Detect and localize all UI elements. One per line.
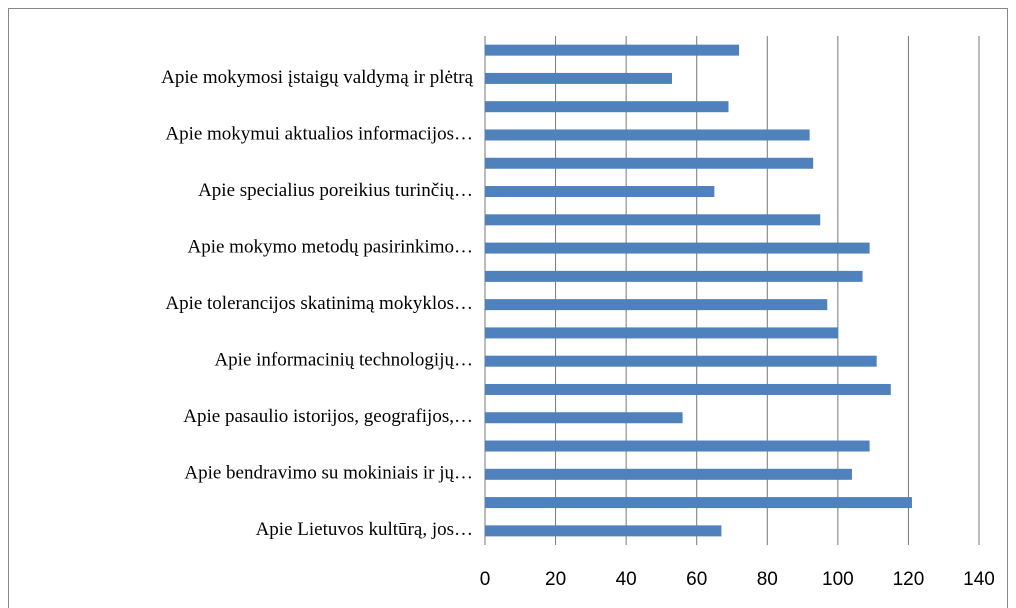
- x-tick-label: 40: [616, 569, 637, 590]
- x-tick-label: 0: [480, 569, 491, 590]
- bar: [485, 497, 912, 509]
- bar: [485, 440, 870, 452]
- bar: [485, 101, 729, 113]
- x-tick-label: 120: [893, 569, 925, 590]
- bar: [485, 355, 877, 367]
- bar: [485, 412, 683, 424]
- bar: [485, 299, 828, 311]
- y-tick-label: Apie mokymui aktualios informacijos…: [165, 123, 473, 144]
- bar: [485, 214, 821, 226]
- y-tick-label: Apie mokymo metodų pasirinkimo…: [187, 236, 473, 257]
- x-tick-label: 80: [757, 569, 778, 590]
- y-tick-label: Apie tolerancijos skatinimą mokyklos…: [165, 293, 473, 314]
- bar: [485, 129, 810, 141]
- y-tick-label: Apie Lietuvos kultūrą, jos…: [256, 519, 473, 540]
- chart-frame: [8, 8, 1008, 608]
- bar: [485, 383, 891, 395]
- bar: [485, 72, 673, 84]
- bar: [485, 327, 838, 339]
- bar: [485, 468, 852, 480]
- x-tick-label: 20: [545, 569, 566, 590]
- y-tick-label: Apie bendravimo su mokiniais ir jų…: [184, 463, 473, 484]
- bar: [485, 242, 870, 254]
- x-tick-label: 100: [822, 569, 854, 590]
- y-tick-label: Apie informacinių technologijų…: [214, 350, 473, 371]
- bar: [485, 157, 814, 169]
- x-tick-label: 60: [686, 569, 707, 590]
- x-tick-label: 140: [963, 569, 995, 590]
- y-tick-label: Apie specialius poreikius turinčių…: [198, 180, 473, 201]
- bar: [485, 44, 740, 56]
- y-tick-label: Apie pasaulio istorijos, geografijos,…: [183, 406, 473, 427]
- y-tick-label: Apie mokymosi įstaigų valdymą ir plėtrą: [161, 67, 473, 88]
- bar: [485, 525, 722, 537]
- bar: [485, 186, 715, 198]
- bar: [485, 270, 863, 282]
